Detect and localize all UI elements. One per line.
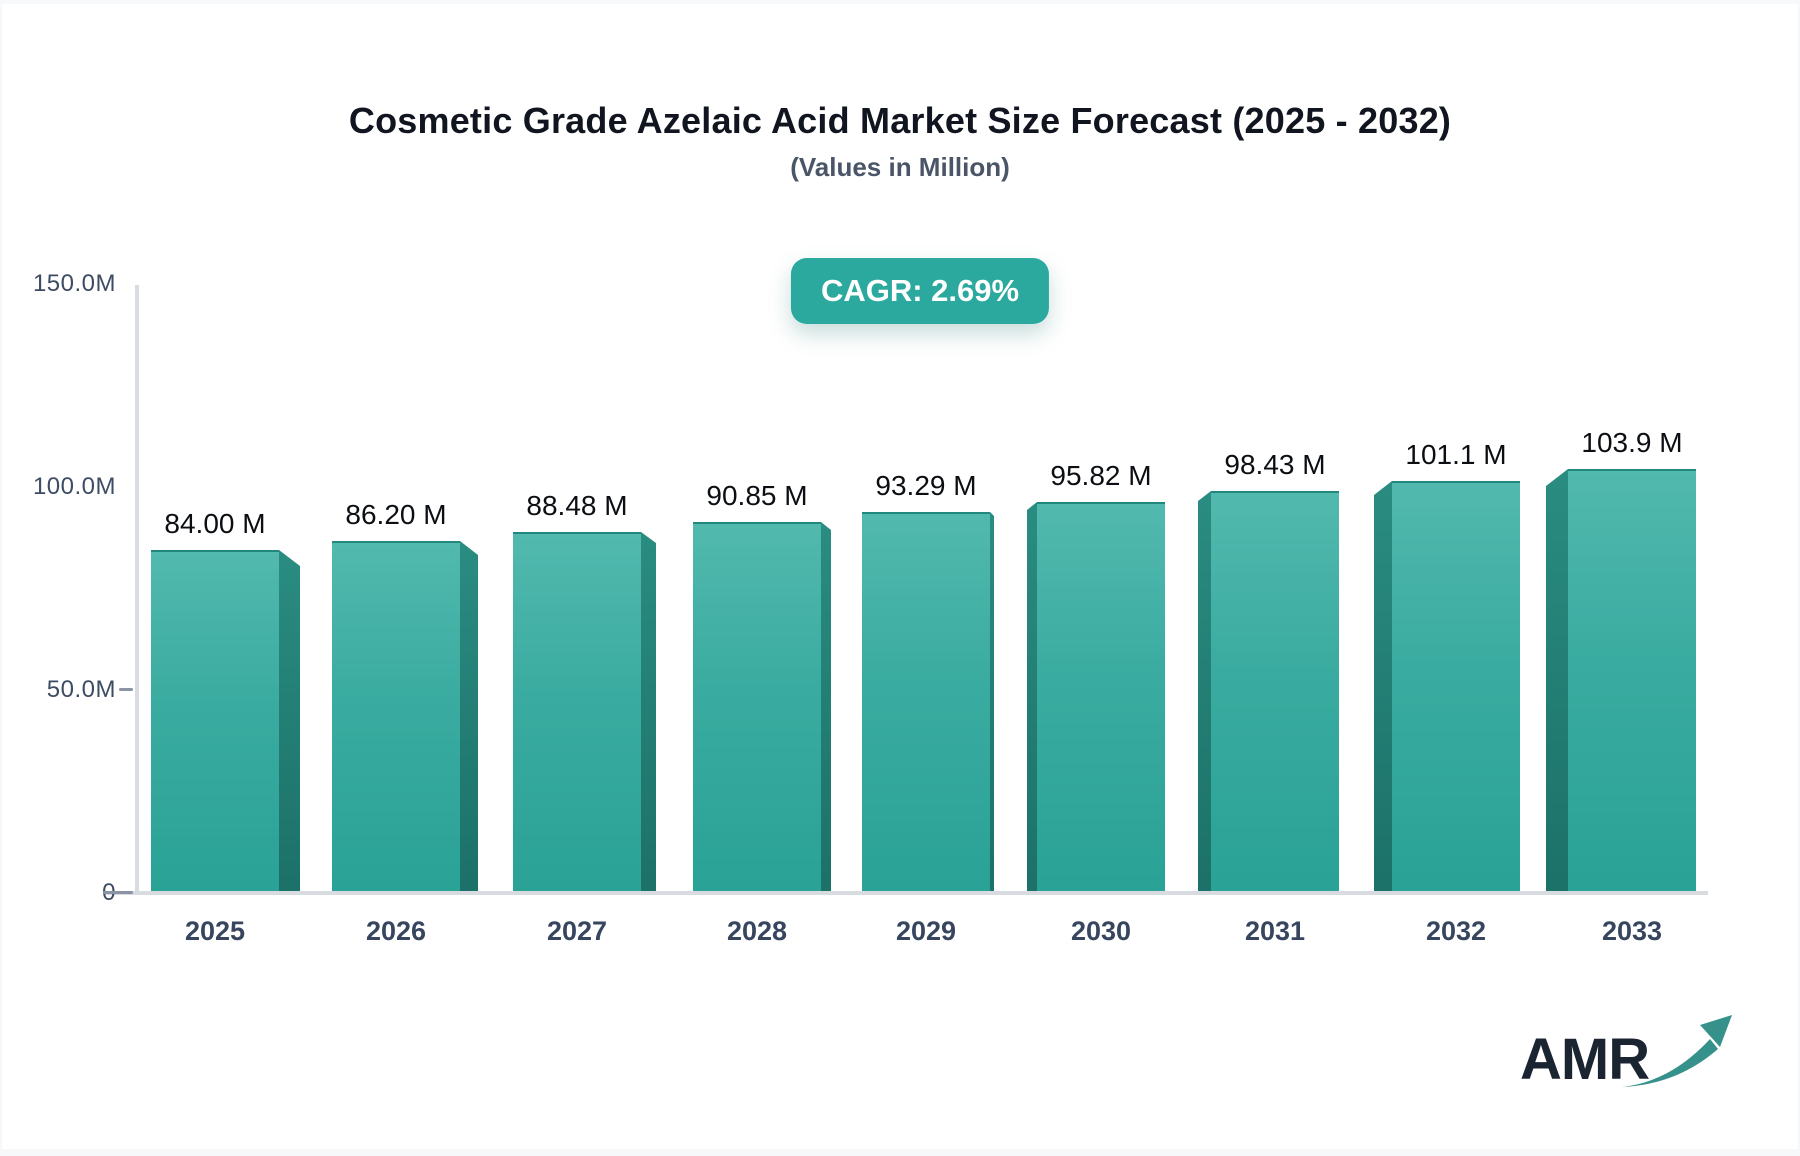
- bar-value-label: 98.43 M: [1224, 449, 1326, 480]
- chart-card: Cosmetic Grade Azelaic Acid Market Size …: [2, 4, 1798, 1149]
- x-axis-label-2032: 2032: [1425, 916, 1487, 946]
- bar-value-label: 101.1 M: [1405, 439, 1507, 470]
- bar-side-panel: [1198, 491, 1211, 891]
- y-axis-line: [135, 285, 139, 895]
- growth-arrow-icon: [1622, 1015, 1732, 1087]
- bar-value-label: 93.29 M: [875, 470, 977, 501]
- bar-value-label: 86.20 M: [345, 499, 447, 530]
- x-axis-label-2026: 2026: [365, 916, 427, 946]
- bar-2030[interactable]: [1037, 502, 1165, 891]
- bar-2032[interactable]: [1392, 481, 1520, 891]
- y-axis-tick-mark: [119, 688, 133, 692]
- bar-value-label: 90.85 M: [706, 480, 808, 511]
- bar-2031[interactable]: [1211, 491, 1339, 891]
- chart-subtitle: (Values in Million): [790, 152, 1010, 182]
- bar-side-panel: [279, 550, 300, 891]
- bar-2028[interactable]: [693, 522, 821, 891]
- x-axis-label-2028: 2028: [726, 916, 788, 946]
- x-axis-label-2027: 2027: [546, 916, 608, 946]
- y-axis-tick-label: 100.0M: [32, 473, 116, 501]
- bar-2025[interactable]: [151, 550, 279, 891]
- bar-value-label: 84.00 M: [164, 508, 266, 539]
- bar-2029[interactable]: [862, 512, 990, 891]
- bar-2026[interactable]: [332, 541, 460, 891]
- bar-side-panel: [1027, 502, 1037, 891]
- y-axis-tick-label: 150.0M: [32, 270, 116, 298]
- chart-title: Cosmetic Grade Azelaic Acid Market Size …: [348, 100, 1452, 141]
- x-axis-label-2025: 2025: [184, 916, 246, 946]
- amr-logo: AMR: [1520, 1011, 1740, 1101]
- x-axis-label-2031: 2031: [1244, 916, 1306, 946]
- x-axis-line: [105, 891, 1708, 895]
- bar-side-panel: [990, 512, 994, 891]
- bar-2027[interactable]: [513, 532, 641, 891]
- y-axis-tick-label: 50.0M: [46, 676, 116, 704]
- bar-2033[interactable]: [1568, 469, 1696, 891]
- amr-logo-text: AMR: [1520, 1027, 1650, 1092]
- x-axis-label-2033: 2033: [1601, 916, 1663, 946]
- bar-value-label: 103.9 M: [1581, 427, 1683, 458]
- bar-value-label: 88.48 M: [526, 490, 628, 521]
- x-axis-label-2030: 2030: [1070, 916, 1132, 946]
- bar-side-panel: [1546, 469, 1568, 891]
- y-axis-tick-label: 0: [6, 879, 116, 907]
- bar-side-panel: [1374, 481, 1392, 891]
- bar-side-panel: [641, 532, 656, 891]
- bar-value-label: 95.82 M: [1050, 460, 1152, 491]
- y-axis-tick-mark: [103, 891, 133, 894]
- bar-side-panel: [460, 541, 478, 891]
- bar-side-panel: [821, 522, 831, 891]
- x-axis-label-2029: 2029: [895, 916, 957, 946]
- cagr-badge: CAGR: 2.69%: [790, 258, 1050, 324]
